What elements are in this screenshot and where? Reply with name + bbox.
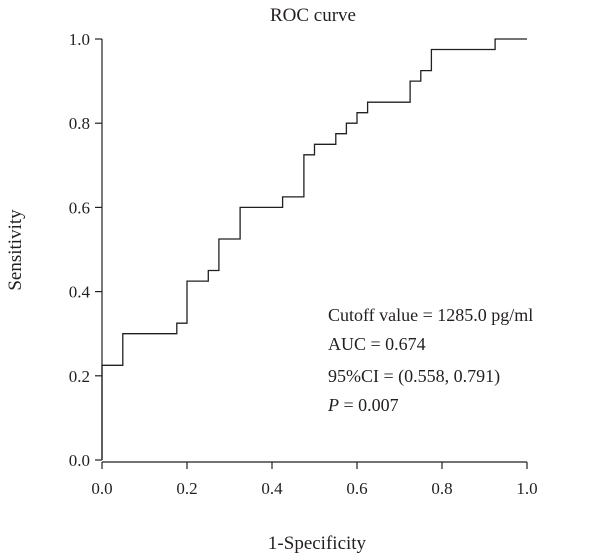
annotation-p: P = 0.007 (327, 395, 399, 415)
x-tick-label: 0.4 (261, 479, 283, 498)
x-ticks: 0.0 0.2 0.4 0.6 0.8 1.0 (91, 461, 538, 498)
annotation-cutoff: Cutoff value = 1285.0 pg/ml (328, 305, 533, 325)
y-ticks: 0.0 0.2 0.4 0.6 0.8 1.0 (69, 30, 102, 470)
x-tick-label: 0.0 (91, 479, 112, 498)
p-symbol: P (327, 395, 339, 415)
annotation-ci: 95%CI = (0.558, 0.791) (328, 366, 500, 387)
chart-title: ROC curve (270, 5, 356, 26)
p-value: = 0.007 (339, 395, 399, 415)
stats-annotation: Cutoff value = 1285.0 pg/ml AUC = 0.674 … (327, 305, 533, 415)
y-tick-label: 0.8 (69, 114, 90, 133)
annotation-auc: AUC = 0.674 (328, 334, 426, 354)
x-axis-label: 1-Specificity (268, 533, 367, 554)
x-tick-label: 1.0 (516, 479, 537, 498)
y-tick-label: 0.2 (69, 367, 90, 386)
plot-area: 0.0 0.2 0.4 0.6 0.8 1.0 0.0 0.2 0.4 0.6 0.8 1.0 (69, 30, 538, 498)
roc-curve-line (101, 38, 527, 460)
y-axis-label: Sensitivity (5, 209, 26, 291)
y-tick-label: 1.0 (69, 30, 90, 49)
y-tick-label: 0.4 (69, 283, 91, 302)
x-tick-label: 0.6 (346, 479, 367, 498)
y-tick-label: 0.6 (69, 198, 90, 217)
y-tick-label: 0.0 (69, 451, 90, 470)
x-tick-label: 0.2 (176, 479, 197, 498)
x-tick-label: 0.8 (431, 479, 452, 498)
